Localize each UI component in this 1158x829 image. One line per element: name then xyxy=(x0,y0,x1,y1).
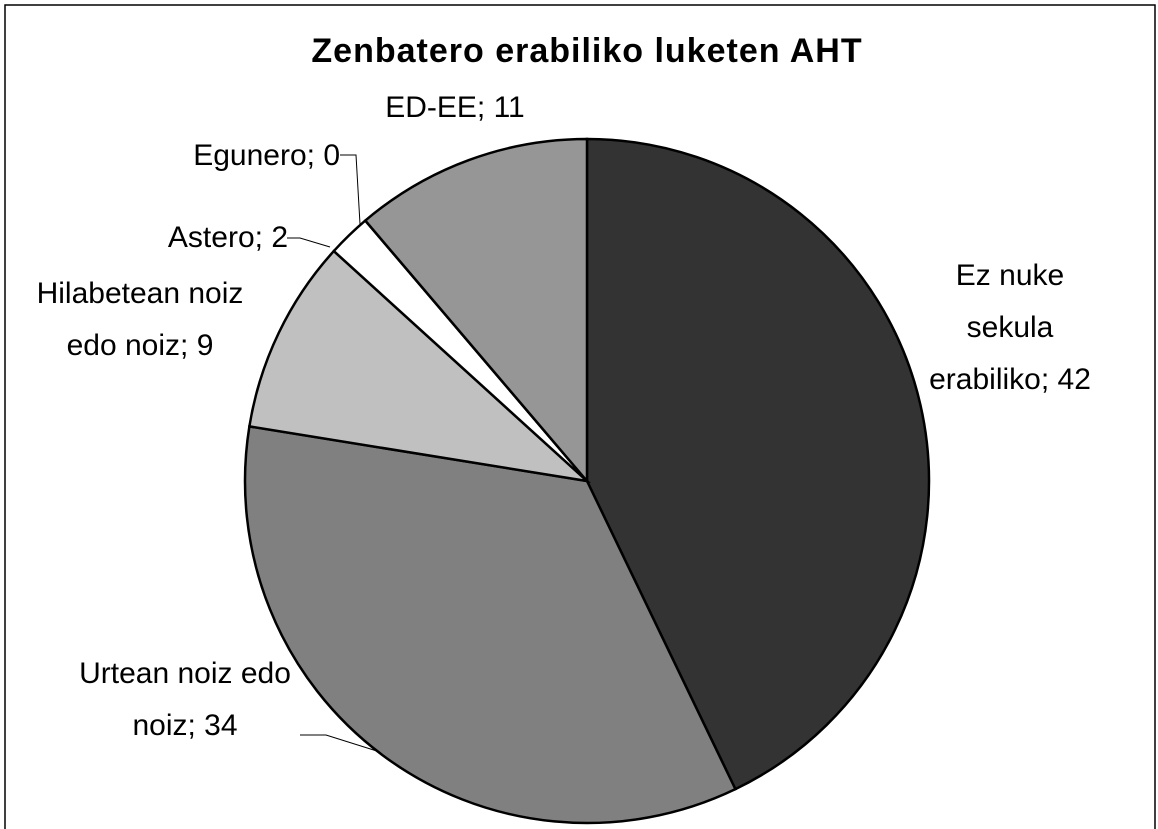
slice-label: Urtean noiz edo noiz; 34 xyxy=(60,648,310,752)
leader-line xyxy=(287,237,331,248)
slice-category: Urtean noiz edo noiz xyxy=(79,657,300,742)
slice-label-text: Hilabetean noiz edo noiz; 9 xyxy=(25,268,255,372)
slice-label-text: Ez nuke sekula erabiliko; 42 xyxy=(925,250,1095,406)
slice-label-text: Egunero; 0 xyxy=(40,130,340,182)
label-separator: ; xyxy=(1040,363,1058,396)
slice-value: 0 xyxy=(323,139,340,172)
pie-slice xyxy=(243,424,738,825)
leader-lines xyxy=(287,154,381,753)
label-separator: ; xyxy=(254,221,272,254)
leader-line xyxy=(340,154,361,225)
slice-category: Egunero xyxy=(193,139,307,172)
label-separator: ; xyxy=(476,91,494,124)
slice-label: Ez nuke sekula erabiliko; 42 xyxy=(925,250,1095,406)
slice-label: ED-EE; 11 xyxy=(300,82,610,134)
pie-slice xyxy=(247,249,591,483)
slice-label: Astero; 2 xyxy=(40,212,288,264)
pie-slice xyxy=(363,137,589,485)
slice-label: Egunero; 0 xyxy=(40,130,340,182)
slice-value: 9 xyxy=(196,329,214,362)
slice-value: 34 xyxy=(204,709,238,742)
slice-label-text: ED-EE; 11 xyxy=(300,82,610,134)
chart-title: Zenbatero erabiliko luketen AHT xyxy=(311,32,862,70)
slice-category: ED-EE xyxy=(385,91,477,124)
label-separator: ; xyxy=(306,139,324,172)
slice-value: 11 xyxy=(493,91,525,124)
label-separator: ; xyxy=(187,709,205,742)
slice-value: 2 xyxy=(271,221,288,254)
pie-slice xyxy=(585,137,931,791)
slice-category: Astero xyxy=(167,221,255,254)
slice-category: Ez nuke sekula erabiliko xyxy=(929,259,1073,396)
slice-label: Hilabetean noiz edo noiz; 9 xyxy=(25,268,255,372)
slice-category: Hilabetean noiz edo noiz xyxy=(36,277,252,362)
slice-label-text: Astero; 2 xyxy=(40,212,288,264)
label-separator: ; xyxy=(180,329,197,362)
slice-label-text: Urtean noiz edo noiz; 34 xyxy=(60,648,310,752)
slice-value: 42 xyxy=(1057,363,1091,396)
leader-line xyxy=(300,734,381,753)
